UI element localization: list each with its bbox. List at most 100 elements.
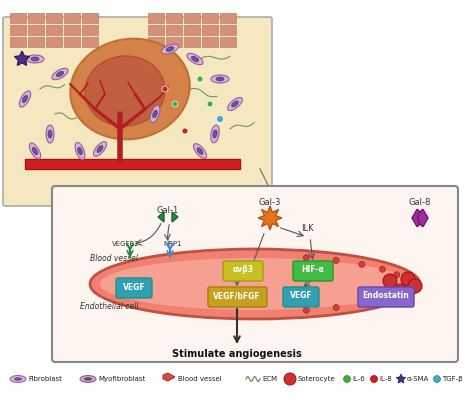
Circle shape [333,304,339,310]
FancyBboxPatch shape [358,287,414,307]
Ellipse shape [197,148,203,154]
Text: ILK: ILK [301,224,313,233]
Polygon shape [172,212,178,222]
Bar [28,13,44,23]
Bar [64,13,80,23]
Wedge shape [418,209,428,227]
Circle shape [408,279,422,293]
Circle shape [401,278,407,284]
Ellipse shape [10,375,26,383]
Ellipse shape [75,142,85,160]
Circle shape [344,375,350,383]
Ellipse shape [70,39,190,139]
Circle shape [333,257,339,263]
Ellipse shape [29,143,41,159]
Bar [28,25,44,35]
Text: Blood vessel: Blood vessel [90,254,138,263]
Circle shape [359,261,365,267]
Circle shape [393,284,407,298]
Circle shape [371,375,377,383]
Ellipse shape [211,125,219,143]
Bar [202,13,218,23]
Polygon shape [396,374,406,383]
Bar [148,13,164,23]
Ellipse shape [166,47,174,51]
Ellipse shape [232,101,238,107]
Circle shape [217,115,224,122]
Circle shape [182,128,188,134]
Bar [10,25,26,35]
FancyBboxPatch shape [116,278,152,298]
Circle shape [359,300,365,307]
Bar [82,13,98,23]
Bar [202,25,218,35]
Text: Blood vessel: Blood vessel [178,376,222,382]
Polygon shape [158,212,164,222]
Ellipse shape [32,147,37,154]
FancyBboxPatch shape [208,287,267,307]
Bar [220,25,236,35]
Bar [202,37,218,47]
Bar [148,25,164,35]
Circle shape [162,86,168,92]
Polygon shape [163,373,175,381]
Circle shape [380,266,385,272]
Circle shape [380,296,385,302]
Bar [148,37,164,47]
Ellipse shape [153,110,157,118]
Bar [184,25,200,35]
Circle shape [303,307,310,313]
Text: NRP1: NRP1 [163,241,182,247]
Ellipse shape [78,147,82,155]
Text: VEGF/bFGF: VEGF/bFGF [213,292,261,300]
Ellipse shape [100,258,410,310]
Text: TGF-β: TGF-β [442,376,463,382]
Bar [166,25,182,35]
Wedge shape [412,209,422,227]
Circle shape [303,255,310,261]
Text: Myofibroblast: Myofibroblast [98,376,145,382]
Text: IL-6: IL-6 [352,376,365,382]
Ellipse shape [84,377,92,381]
Ellipse shape [46,125,54,143]
Text: HIF-α: HIF-α [301,265,324,275]
FancyBboxPatch shape [3,17,272,206]
FancyBboxPatch shape [283,287,319,307]
Bar [10,37,26,47]
Text: αvβ3: αvβ3 [233,265,254,275]
Bar [184,13,200,23]
Text: IL-8: IL-8 [379,376,392,382]
Bar [166,37,182,47]
Bar [220,37,236,47]
Text: Fibroblast: Fibroblast [28,376,62,382]
Circle shape [172,101,178,107]
Ellipse shape [90,249,420,319]
Polygon shape [258,206,282,230]
Bar [46,37,62,47]
Text: VEGF: VEGF [290,292,312,300]
FancyBboxPatch shape [293,261,333,281]
Polygon shape [14,51,29,65]
Ellipse shape [97,146,103,152]
Bar [46,25,62,35]
Ellipse shape [187,53,203,65]
Ellipse shape [22,95,27,103]
FancyBboxPatch shape [52,186,458,362]
Ellipse shape [80,375,96,383]
Ellipse shape [211,75,229,83]
Ellipse shape [150,105,160,122]
Text: Endothelial cell: Endothelial cell [80,302,138,311]
Circle shape [401,284,407,290]
Text: VEGF: VEGF [123,282,146,292]
Text: Stimulate angiogenesis: Stimulate angiogenesis [172,349,302,359]
Ellipse shape [228,97,242,111]
Circle shape [197,76,203,82]
Bar [82,25,98,35]
Text: Gal-1: Gal-1 [157,206,179,215]
Circle shape [434,375,440,383]
Bar [220,13,236,23]
Text: Soterocyte: Soterocyte [298,376,336,382]
Ellipse shape [14,377,22,381]
Ellipse shape [56,71,64,77]
Circle shape [401,272,415,286]
